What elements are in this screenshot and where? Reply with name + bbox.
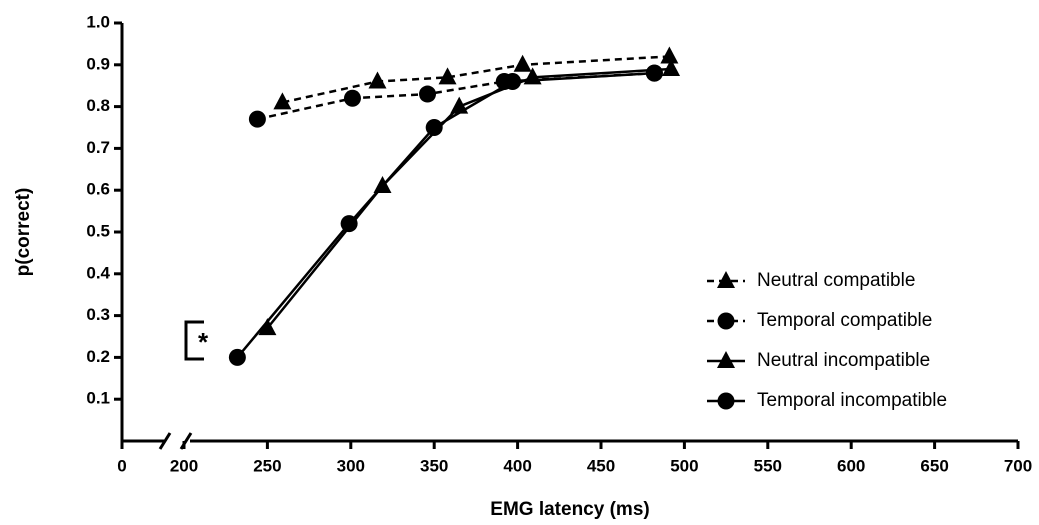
y-tick-label: 0.7 — [86, 138, 110, 157]
x-tick-label: 550 — [754, 456, 782, 475]
data-point — [368, 71, 387, 89]
data-point — [645, 64, 663, 82]
legend-marker — [717, 392, 735, 410]
legend: Neutral compatible Temporal compatible Neu… — [707, 270, 947, 411]
y-tick-label: 0.2 — [86, 347, 110, 366]
significance-bracket — [184, 320, 204, 361]
data-point — [425, 119, 443, 136]
x-tick-label: 700 — [1004, 456, 1032, 475]
data-point — [438, 67, 457, 85]
y-tick-label: 0.9 — [86, 54, 110, 73]
series-line — [236, 71, 655, 359]
data-point — [340, 215, 358, 233]
x-axis-title: EMG latency (ms) — [490, 499, 649, 520]
x-tick-label: 600 — [837, 456, 865, 475]
data-point — [273, 92, 292, 110]
legend-label: Temporal incompatible — [757, 390, 947, 411]
x-tick-label: 400 — [503, 456, 531, 475]
y-tick-label: 0.4 — [86, 263, 110, 282]
x-tick-label: 0 — [117, 456, 126, 475]
legend-marker — [717, 271, 735, 288]
x-tick-label: 450 — [587, 456, 615, 475]
y-axis-title: p(correct) — [13, 188, 34, 277]
series-line — [282, 55, 670, 104]
legend-label: Neutral incompatible — [757, 350, 930, 371]
data-point — [228, 348, 246, 366]
data-point — [248, 110, 266, 128]
axis-break — [158, 432, 172, 450]
significance-label: * — [198, 327, 209, 357]
x-tick-label: 300 — [337, 456, 365, 475]
data-point — [504, 73, 522, 91]
data-point — [513, 54, 532, 72]
y-tick-label: 0.5 — [86, 221, 110, 240]
y-tick-label: 0.3 — [86, 305, 110, 324]
data-point — [662, 58, 681, 76]
data-point — [343, 89, 361, 107]
data-point — [660, 46, 679, 64]
legend-label: Temporal compatible — [757, 310, 932, 331]
y-tick-label: 0.6 — [86, 180, 110, 199]
legend-marker — [717, 312, 735, 330]
x-tick-label: 250 — [253, 456, 281, 475]
x-tick-label: 350 — [420, 456, 448, 475]
y-tick-label: 0.1 — [86, 389, 110, 408]
data-point — [258, 318, 277, 336]
legend-marker — [717, 351, 735, 368]
y-tick-label: 0.8 — [86, 96, 110, 115]
y-tick-label: 1.0 — [86, 12, 110, 31]
data-point — [419, 85, 437, 103]
x-tick-label: 200 — [170, 456, 198, 475]
x-tick-label: 650 — [920, 456, 948, 475]
x-tick-label: 500 — [670, 456, 698, 475]
legend-label: Neutral compatible — [757, 270, 915, 291]
